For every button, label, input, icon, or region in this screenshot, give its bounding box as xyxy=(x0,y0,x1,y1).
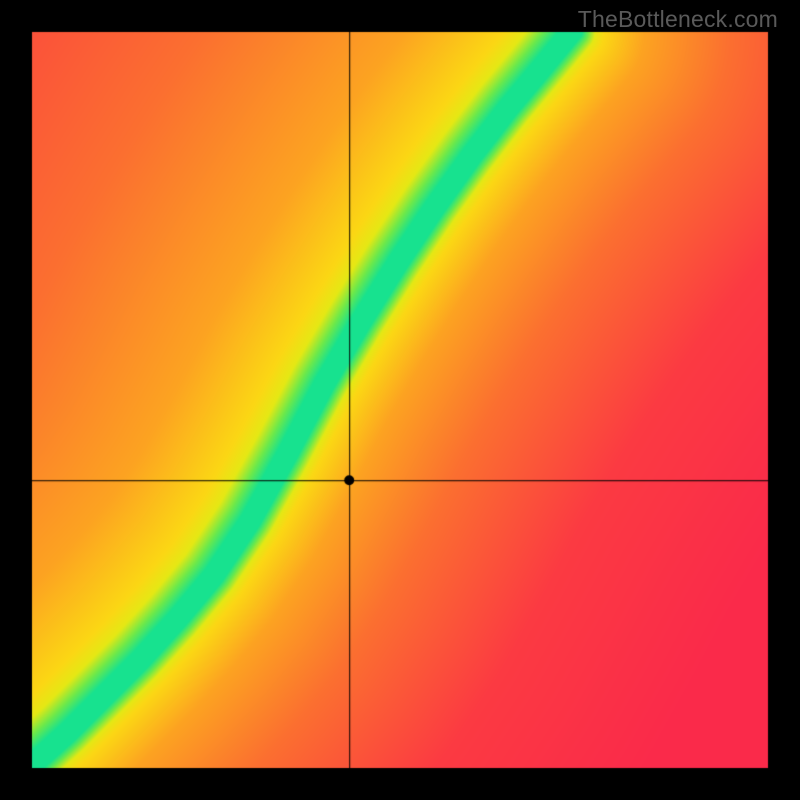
chart-container: TheBottleneck.com xyxy=(0,0,800,800)
watermark-text: TheBottleneck.com xyxy=(578,6,778,33)
bottleneck-heatmap xyxy=(0,0,800,800)
